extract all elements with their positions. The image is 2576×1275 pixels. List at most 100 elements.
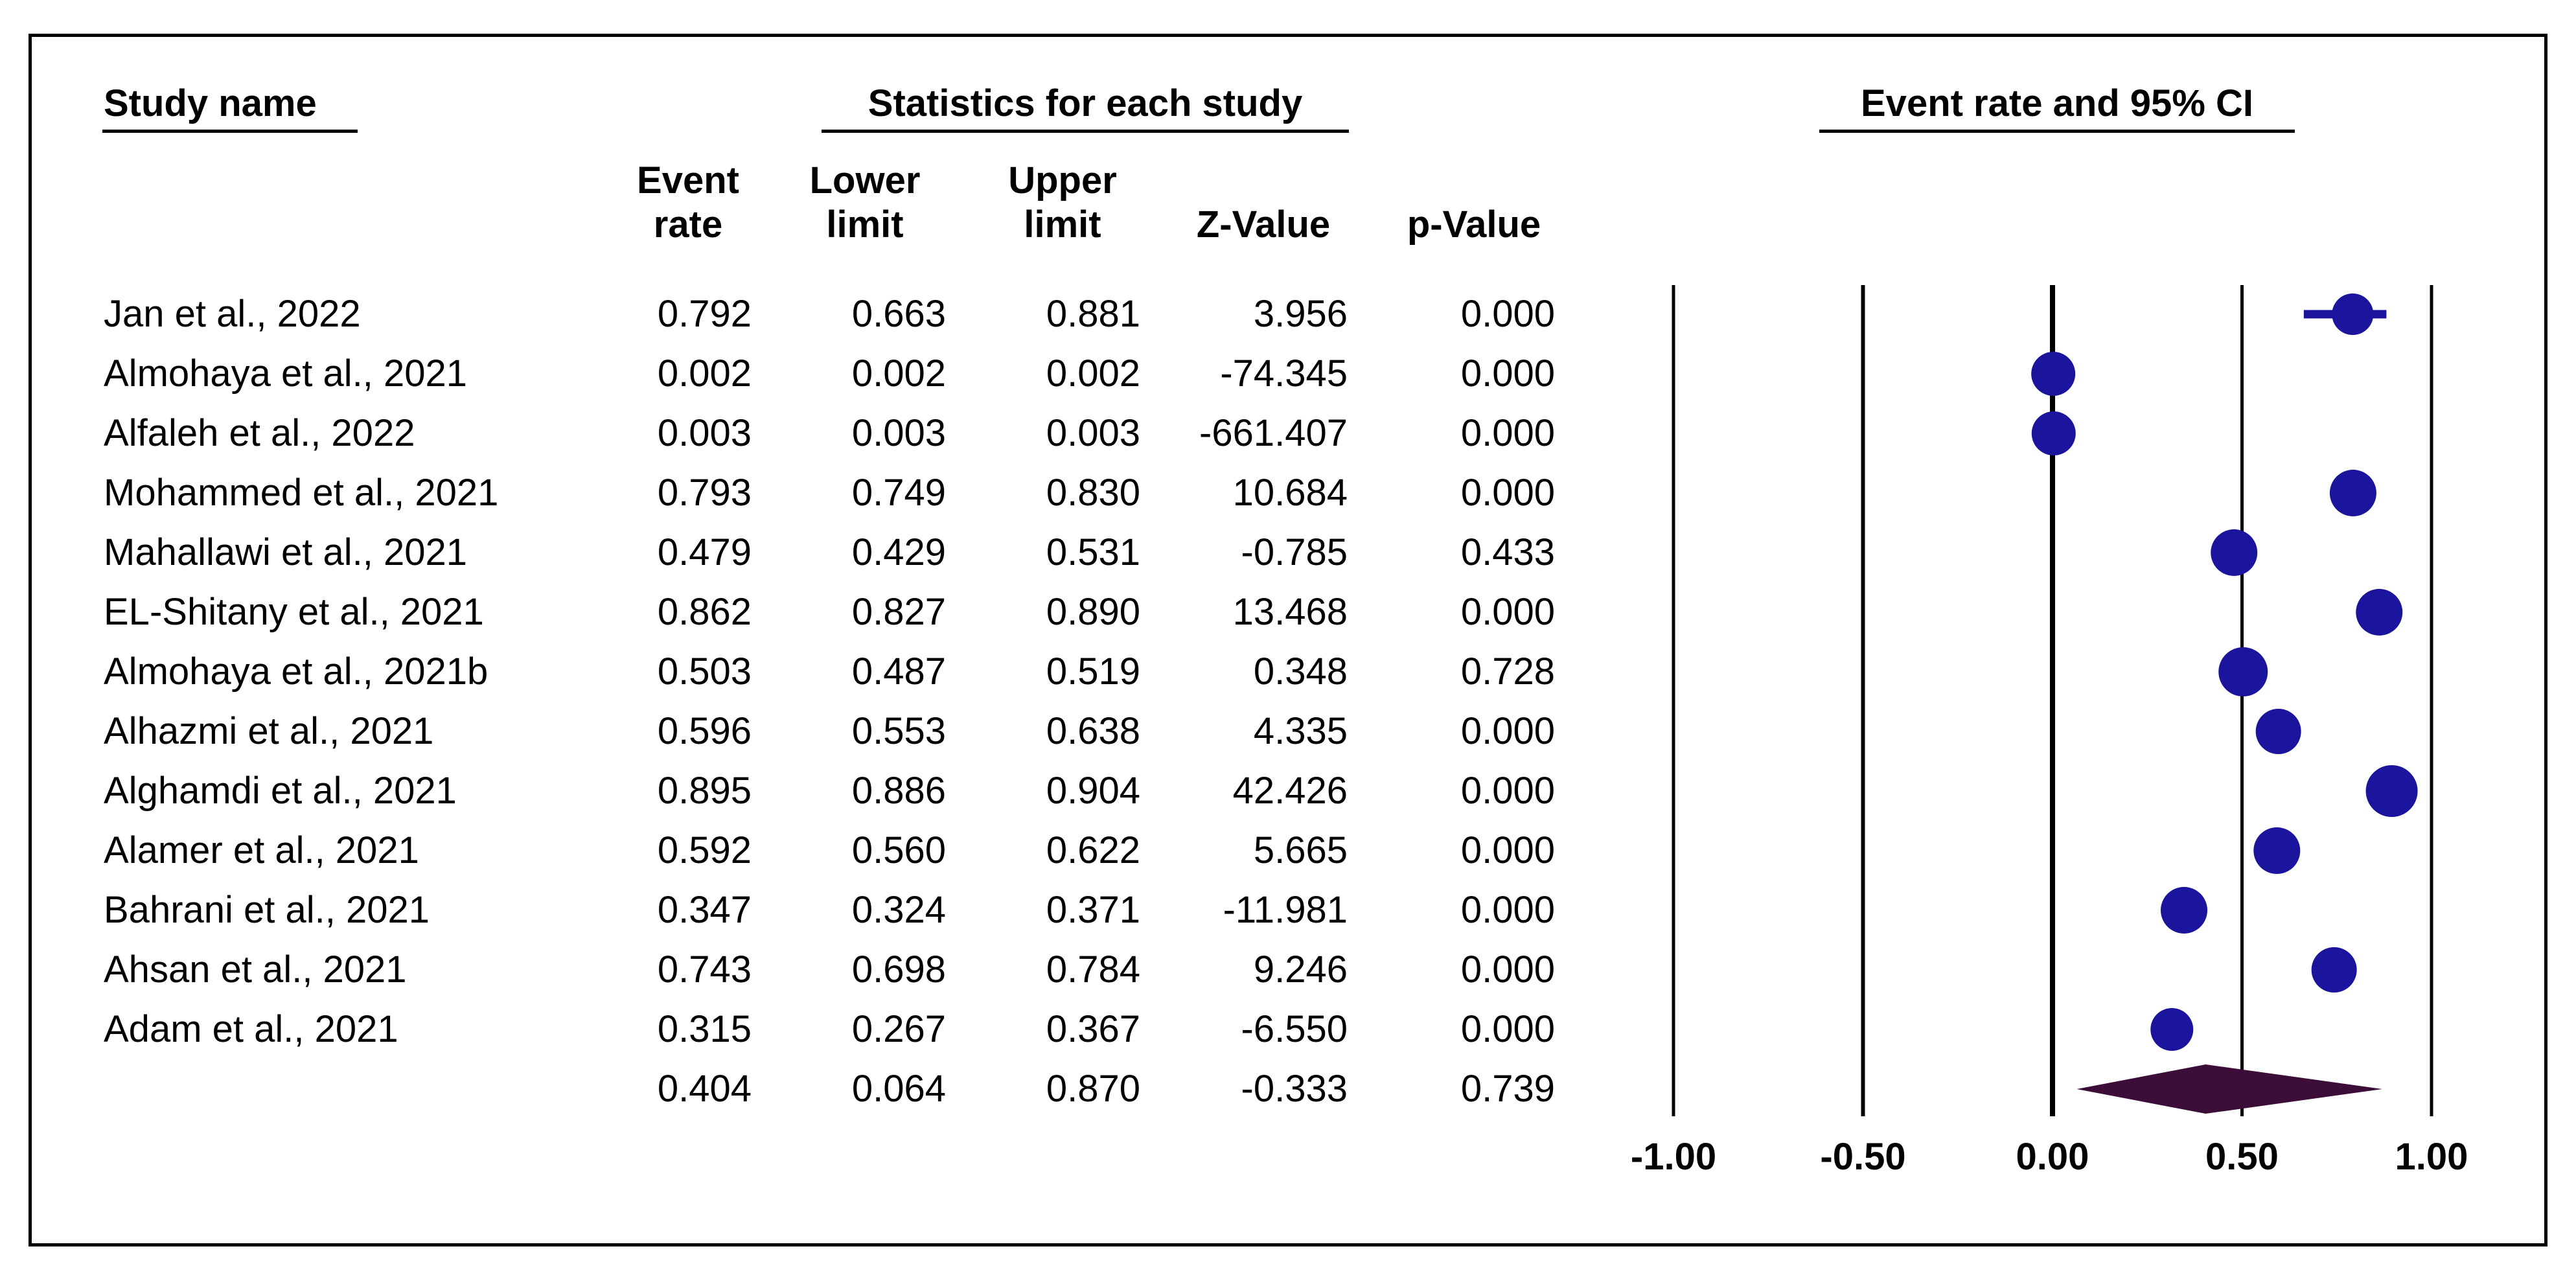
study-row: Alghamdi et al., 2021 0.895 0.886 0.904 42.4… <box>0 770 1587 812</box>
z-value-cell: 0.348 <box>1253 650 1348 693</box>
lower-limit-cell: 0.267 <box>851 1008 946 1050</box>
study-header-underline <box>102 130 358 133</box>
p-value-cell: 0.000 <box>1460 293 1555 335</box>
event-rate-marker <box>2255 709 2301 754</box>
event-rate-cell: 0.596 <box>657 710 752 752</box>
x-axis-tick-label: -0.50 <box>1820 1136 1905 1178</box>
upper-limit-cell: 0.638 <box>1046 710 1140 752</box>
z-value-cell: -0.785 <box>1241 531 1348 573</box>
study-row: EL-Shitany et al., 2021 0.862 0.827 0.890 13… <box>0 591 1587 634</box>
upper-limit-cell: 0.519 <box>1046 650 1140 693</box>
study-row: Alfaleh et al., 2022 0.003 0.003 0.003 -661.… <box>0 412 1587 455</box>
study-row: Adam et al., 2021 0.315 0.267 0.367 -6.550 0.… <box>0 1008 1587 1051</box>
column-header-lower-limit: limit <box>826 203 904 246</box>
event-rate-cell: 0.862 <box>657 591 752 633</box>
p-value-cell: 0.000 <box>1460 412 1555 454</box>
upper-limit-cell: 0.371 <box>1046 889 1140 931</box>
x-axis-tick-label: 0.00 <box>2016 1136 2089 1178</box>
upper-limit-cell: 0.784 <box>1046 948 1140 991</box>
lower-limit-cell: 0.560 <box>851 829 946 871</box>
upper-limit-cell: 0.367 <box>1046 1008 1140 1050</box>
event-rate-marker <box>2150 1008 2194 1051</box>
study-row: Alamer et al., 2021 0.592 0.560 0.622 5.665 0… <box>0 829 1587 872</box>
upper-limit-cell: 0.003 <box>1046 412 1140 454</box>
z-value-cell: -74.345 <box>1220 352 1348 395</box>
event-rate-cell: 0.895 <box>657 770 752 812</box>
study-name-cell: Mahallawi et al., 2021 <box>104 531 467 573</box>
event-rate-marker <box>2211 529 2258 576</box>
p-value-cell: 0.000 <box>1460 889 1555 931</box>
x-axis-tick-label: 1.00 <box>2395 1136 2468 1178</box>
study-row: Alhazmi et al., 2021 0.596 0.553 0.638 4.335… <box>0 710 1587 753</box>
study-row: Jan et al., 2022 0.792 0.663 0.881 3.956 0.00… <box>0 293 1587 336</box>
study-row: Ahsan et al., 2021 0.743 0.698 0.784 9.246 0.… <box>0 948 1587 991</box>
event-rate-cell: 0.592 <box>657 829 752 871</box>
study-name-cell: Bahrani et al., 2021 <box>104 889 430 931</box>
p-value-cell: 0.000 <box>1460 591 1555 633</box>
lower-limit-cell: 0.553 <box>851 710 946 752</box>
column-header-upper-limit: limit <box>1024 203 1101 246</box>
event-rate-cell: 0.743 <box>657 948 752 991</box>
event-rate-marker <box>2218 647 2268 696</box>
p-value-cell: 0.000 <box>1460 352 1555 395</box>
z-value-cell: 42.426 <box>1232 770 1348 812</box>
p-value-cell: 0.739 <box>1460 1068 1555 1110</box>
lower-limit-cell: 0.064 <box>851 1068 946 1110</box>
lower-limit-cell: 0.886 <box>851 770 946 812</box>
upper-limit-cell: 0.002 <box>1046 352 1140 395</box>
z-value-cell: -6.550 <box>1241 1008 1348 1050</box>
study-row: Almohaya et al., 2021 0.002 0.002 0.002 -74.… <box>0 352 1587 395</box>
z-value-cell: -11.981 <box>1223 889 1348 931</box>
event-rate-cell: 0.315 <box>657 1008 752 1050</box>
figure-border <box>29 34 2547 1246</box>
p-value-cell: 0.000 <box>1460 1008 1555 1050</box>
z-value-cell: 5.665 <box>1253 829 1348 871</box>
study-name-cell: Alghamdi et al., 2021 <box>104 770 457 812</box>
upper-limit-cell: 0.830 <box>1046 472 1140 514</box>
study-name-cell: Ahsan et al., 2021 <box>104 948 407 991</box>
study-name-cell: Almohaya et al., 2021b <box>104 650 489 693</box>
column-header-event: Event <box>637 159 739 201</box>
study-row: Mahallawi et al., 2021 0.479 0.429 0.531 -0.… <box>0 531 1587 574</box>
column-header-upper: Upper <box>1008 159 1117 201</box>
column-header-z-value: Z-Value <box>1196 203 1331 246</box>
event-rate-marker <box>2031 352 2076 396</box>
column-header-rate: rate <box>653 203 723 246</box>
lower-limit-cell: 0.487 <box>851 650 946 693</box>
study-row: Bahrani et al., 2021 0.347 0.324 0.371 -11.9… <box>0 889 1587 932</box>
study-name-cell: Alfaleh et al., 2022 <box>104 412 415 454</box>
event-rate-marker <box>2365 765 2418 817</box>
upper-limit-cell: 0.881 <box>1046 293 1140 335</box>
event-rate-marker <box>2332 293 2374 335</box>
upper-limit-cell: 0.870 <box>1046 1068 1140 1110</box>
study-name-cell: Almohaya et al., 2021 <box>104 352 468 395</box>
event-rate-cell: 0.793 <box>657 472 752 514</box>
x-axis-tick-label: 0.50 <box>2205 1136 2279 1178</box>
study-name-cell: Mohammed et al., 2021 <box>104 472 499 514</box>
p-value-cell: 0.000 <box>1460 770 1555 812</box>
upper-limit-cell: 0.531 <box>1046 531 1140 573</box>
study-name-cell: Alamer et al., 2021 <box>104 829 419 871</box>
event-rate-cell: 0.347 <box>657 889 752 931</box>
upper-limit-cell: 0.622 <box>1046 829 1140 871</box>
p-value-cell: 0.000 <box>1460 472 1555 514</box>
lower-limit-cell: 0.749 <box>851 472 946 514</box>
study-name-cell: Adam et al., 2021 <box>104 1008 398 1050</box>
event-rate-marker <box>2031 411 2076 455</box>
study-name-cell: Jan et al., 2022 <box>104 293 361 335</box>
z-value-cell: 3.956 <box>1253 293 1348 335</box>
lower-limit-cell: 0.003 <box>851 412 946 454</box>
p-value-cell: 0.728 <box>1460 650 1555 693</box>
lower-limit-cell: 0.663 <box>851 293 946 335</box>
z-value-cell: -0.333 <box>1241 1068 1348 1110</box>
event-rate-cell: 0.002 <box>657 352 752 395</box>
event-rate-cell: 0.003 <box>657 412 752 454</box>
x-axis-tick-label: -1.00 <box>1631 1136 1716 1178</box>
event-rate-cell: 0.479 <box>657 531 752 573</box>
z-value-cell: 4.335 <box>1253 710 1348 752</box>
event-rate-cell: 0.404 <box>657 1068 752 1110</box>
p-value-cell: 0.433 <box>1460 531 1555 573</box>
plot-group-header: Event rate and 95% CI <box>1861 82 2253 124</box>
